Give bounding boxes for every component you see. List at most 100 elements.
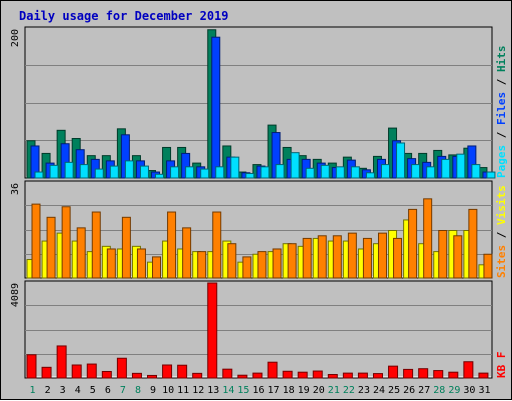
bar-sites-day-14 [227, 243, 237, 279]
x-tick-label-5: 5 [90, 385, 96, 396]
panel-kbytes: 4089 KB F [10, 280, 508, 379]
panels-layer: 200 Pages / Files / Hits 36 Sites / Visits 4… [10, 26, 508, 379]
x-tick-label-16: 16 [252, 385, 264, 396]
legend-entry: Files [495, 92, 508, 125]
bar-kb-f-day-6 [101, 370, 112, 379]
bar-pages-day-8 [139, 165, 149, 179]
bar-pages-day-27 [426, 166, 436, 179]
x-axis-labels: 1 2 3 4 5 6 7 8 9 10 11 12 13 14 15 16 17 18 19 20 21 22 23 24 2… [30, 385, 491, 396]
bar-pages-day-21 [335, 166, 345, 179]
x-tick-label-29: 29 [448, 385, 460, 396]
bar-kb-f-day-14 [222, 368, 233, 379]
bar-kb-f-day-7 [116, 357, 127, 379]
x-tick-label-11: 11 [177, 385, 189, 396]
x-tick-label-27: 27 [418, 385, 430, 396]
bar-kb-f-day-16 [252, 372, 263, 379]
bar-pages-day-13 [215, 166, 225, 179]
x-tick-label-9: 9 [150, 385, 156, 396]
bar-sites-day-17 [272, 248, 282, 279]
bar-sites-day-10 [167, 211, 177, 279]
series-sites [31, 198, 493, 279]
x-tick-label-31: 31 [478, 385, 490, 396]
panel-hits-files-pages: 200 Pages / Files / Hits [10, 26, 508, 179]
x-tick-label-7: 7 [120, 385, 126, 396]
bar-kb-f-day-8 [131, 372, 142, 379]
bar-pages-day-7 [124, 160, 134, 179]
x-tick-label-26: 26 [403, 385, 415, 396]
bar-sites-day-29 [453, 235, 463, 279]
bar-pages-day-16 [260, 166, 270, 179]
bar-pages-day-12 [200, 168, 210, 179]
bar-pages-day-25 [396, 142, 406, 179]
y-max-label: 4089 [10, 283, 21, 307]
bar-sites-day-4 [76, 227, 86, 279]
bar-sites-day-18 [287, 243, 297, 279]
x-tick-label-24: 24 [373, 385, 385, 396]
bar-sites-day-28 [438, 230, 448, 279]
bar-sites-day-6 [106, 248, 116, 279]
x-tick-label-23: 23 [358, 385, 370, 396]
bar-kb-f-day-12 [192, 372, 203, 379]
legend-entry: Sites [495, 245, 508, 278]
bar-sites-day-26 [408, 208, 418, 279]
bar-sites-day-30 [468, 208, 478, 279]
bar-sites-day-9 [152, 256, 162, 279]
bar-pages-day-3 [64, 161, 74, 179]
bar-kb-f-day-3 [56, 345, 67, 379]
bar-sites-day-31 [483, 253, 493, 279]
bar-pages-day-1 [34, 171, 44, 179]
series-pages [34, 142, 496, 179]
bar-pages-day-19 [305, 167, 315, 179]
bar-sites-day-22 [347, 232, 357, 279]
legend-entry: / [495, 125, 508, 145]
bar-pages-day-2 [49, 164, 59, 179]
bar-sites-day-5 [91, 211, 101, 279]
bar-pages-day-23 [365, 172, 375, 179]
bar-pages-day-9 [155, 173, 165, 179]
bar-pages-day-18 [290, 152, 300, 179]
chart-title: Daily usage for December 2019 [19, 9, 229, 23]
x-tick-label-18: 18 [283, 385, 295, 396]
bar-kb-f-day-20 [312, 370, 323, 379]
bar-kb-f-day-23 [357, 372, 368, 379]
bar-kb-f-day-25 [388, 365, 399, 379]
x-tick-label-28: 28 [433, 385, 445, 396]
bar-kb-f-day-26 [403, 368, 414, 379]
bar-pages-day-28 [441, 158, 451, 179]
legend: Pages / Files / Hits [495, 46, 508, 179]
bar-kb-f-day-10 [162, 364, 173, 379]
x-tick-label-4: 4 [75, 385, 81, 396]
bar-sites-day-27 [423, 198, 433, 279]
bar-pages-day-26 [411, 164, 421, 179]
x-tick-label-21: 21 [328, 385, 340, 396]
bar-sites-day-15 [242, 256, 252, 279]
bar-pages-day-5 [94, 168, 104, 179]
legend-entry: Visits [495, 185, 508, 225]
bar-kb-f-day-1 [26, 354, 37, 379]
legend-entry: / [495, 225, 508, 245]
series-kb-f [26, 282, 489, 379]
bar-sites-day-8 [136, 248, 146, 279]
bar-sites-day-23 [362, 237, 372, 279]
bar-kb-f-day-19 [297, 371, 308, 379]
bar-kb-f-day-9 [147, 374, 158, 379]
bar-kb-f-day-2 [41, 366, 52, 379]
legend: Sites / Visits [495, 185, 508, 278]
bar-pages-day-6 [109, 165, 119, 179]
bar-sites-day-16 [257, 251, 267, 279]
bar-pages-day-11 [185, 166, 195, 179]
bar-pages-day-31 [486, 171, 496, 179]
x-tick-label-6: 6 [105, 385, 111, 396]
bar-pages-day-22 [350, 166, 360, 179]
bar-pages-day-15 [245, 173, 255, 179]
x-tick-label-25: 25 [388, 385, 400, 396]
bar-kb-f-day-4 [71, 364, 82, 379]
x-tick-label-3: 3 [60, 385, 66, 396]
bar-sites-day-24 [377, 232, 387, 279]
x-tick-label-12: 12 [192, 385, 204, 396]
bar-kb-f-day-21 [327, 374, 338, 379]
bar-kb-f-day-24 [372, 373, 383, 379]
bar-sites-day-20 [317, 235, 327, 279]
